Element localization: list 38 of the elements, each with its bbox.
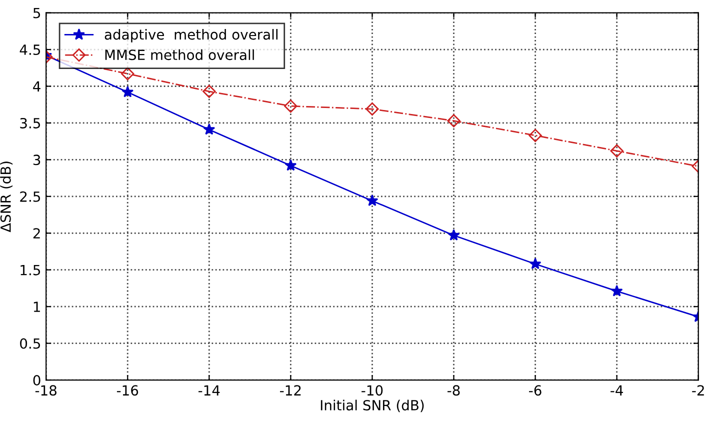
point: [610, 284, 623, 296]
y-tick-label: 1.5: [20, 265, 40, 276]
point: [202, 84, 216, 98]
point: [121, 67, 134, 80]
y-tick-label: 4: [33, 81, 40, 92]
y-tick-label: 1: [34, 302, 40, 312]
x-tick-label: -16: [116, 385, 138, 396]
x-tick-label: -2: [692, 385, 704, 396]
x-tick-label: -6: [529, 385, 542, 396]
y-tick-label: 2: [33, 228, 40, 238]
legend-label: MMSE method overall: [105, 49, 254, 60]
point: [366, 102, 379, 116]
point: [447, 114, 460, 128]
y-tick-label: 3.5: [20, 118, 40, 128]
y-tick-label: 5: [33, 8, 40, 18]
point: [122, 86, 134, 98]
legend-label: adaptive method overall: [104, 28, 278, 42]
point: [448, 229, 460, 241]
x-tick-label: -12: [280, 385, 301, 396]
y-tick-label: 0: [33, 375, 40, 386]
point: [528, 128, 542, 142]
x-axis-title: Initial SNR (dB): [320, 400, 424, 412]
y-tick-label: 2.5: [20, 191, 40, 202]
point: [366, 194, 378, 206]
point: [284, 159, 297, 171]
y-tick-label: 4.5: [20, 44, 40, 56]
y-axis-title: ΔSNR (dB): [0, 162, 13, 232]
point: [203, 123, 216, 135]
y-tick-label: 0.5: [20, 338, 40, 349]
y-tick-label: 3: [33, 154, 40, 166]
point: [529, 258, 542, 270]
x-tick-label: -4: [610, 385, 623, 396]
point: [284, 99, 298, 113]
x-tick-label: -8: [448, 385, 460, 396]
x-tick-label: -14: [198, 385, 220, 396]
point: [610, 144, 624, 158]
x-tick-label: -18: [35, 385, 56, 396]
x-tick-label: -10: [362, 385, 383, 396]
